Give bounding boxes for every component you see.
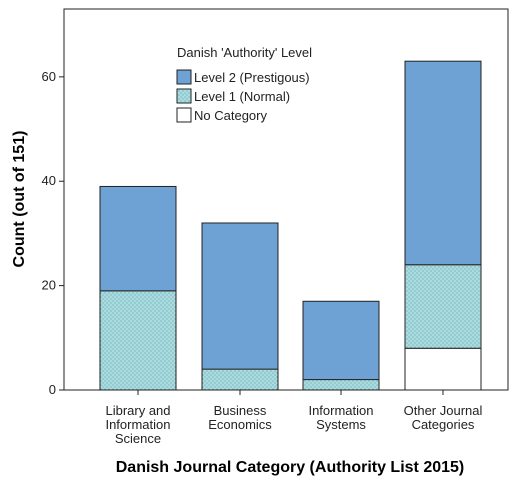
y-tick-label: 0 [49,382,56,397]
y-tick-label: 40 [42,173,56,188]
x-axis-title: Danish Journal Category (Authority List … [116,459,465,476]
bar-segment-level-1 [404,264,482,349]
x-tick-label: Economics [208,417,272,432]
bars [99,60,482,391]
legend-swatch-no-category [176,107,192,123]
x-tick-label: Categories [412,417,475,432]
x-axis: Library andInformationScienceBusinessEco… [105,390,482,446]
x-tick-label: Science [115,431,161,446]
x-tick-label: Library and [105,403,170,418]
legend-title: Danish 'Authority' Level [177,45,312,60]
y-axis: 0 20 40 60 [42,69,64,397]
bar-segment-level-2 [404,60,482,266]
bar-segment-level-2 [99,185,177,292]
x-tick-label: Business [214,403,267,418]
x-tick-label: Other Journal [404,403,483,418]
x-tick-label: Information [105,417,170,432]
legend-swatch-level-1 [176,88,192,104]
legend: Danish 'Authority' Level Level 2 (Prestig… [176,45,312,123]
bar-segment-level-1 [99,290,177,391]
y-axis-title: Count (out of 151) [11,131,28,268]
x-tick-label: Systems [316,417,366,432]
bar-segment-level-2 [201,222,279,370]
legend-label-level-1: Level 1 (Normal) [194,89,290,104]
y-tick-label: 20 [42,278,56,293]
legend-label-level-2: Level 2 (Prestigous) [194,70,310,85]
x-tick-label: Information [308,403,373,418]
legend-label-no-category: No Category [194,108,267,123]
bar-segment-no-category [404,347,482,391]
legend-swatch-level-2 [176,69,192,85]
bar-segment-level-1 [302,379,380,391]
bar-segment-level-2 [302,300,380,381]
bar-segment-level-1 [201,368,279,391]
y-tick-label: 60 [42,69,56,84]
